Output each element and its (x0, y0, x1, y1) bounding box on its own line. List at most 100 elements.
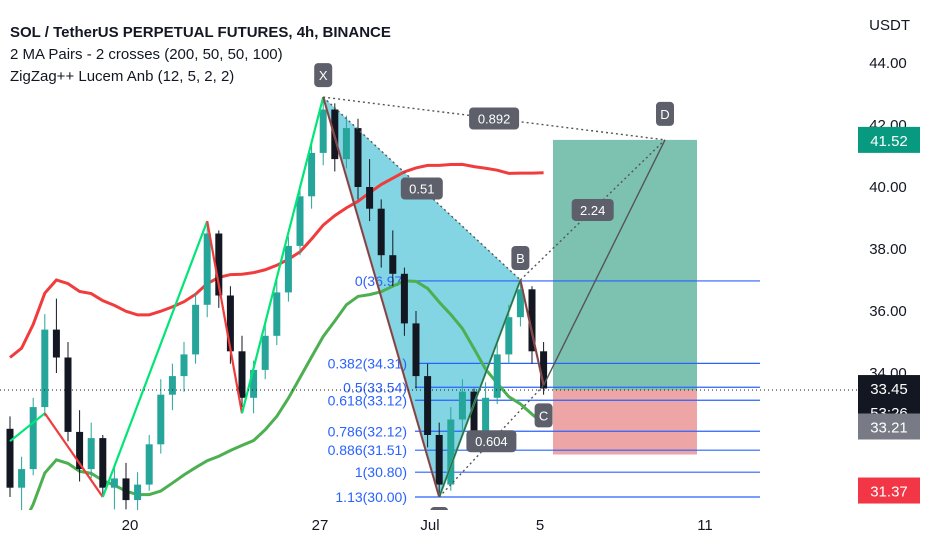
candle-body (377, 208, 385, 256)
candle-body (99, 438, 107, 488)
fib-level-label: 0.5(33.54) (343, 379, 407, 395)
candle-body (319, 109, 327, 153)
symbol-title[interactable]: SOL / TetherUS PERPETUAL FUTURES, 4h, BI… (10, 24, 391, 41)
candle-body (29, 407, 37, 470)
pattern-line-xa (322, 96, 440, 498)
pattern-point-label: C (539, 408, 548, 423)
candle-body (424, 376, 432, 435)
pattern-point-marker (314, 63, 333, 88)
candle-body (134, 484, 142, 501)
time-axis (0, 510, 858, 550)
candle-body (470, 391, 478, 435)
pattern-point-marker (656, 101, 674, 126)
fib-level-label: 0.618(33.12) (328, 392, 407, 408)
candle-body (145, 444, 153, 485)
y-tick-label: 44.00 (869, 55, 907, 72)
candle-body (250, 369, 258, 398)
ratio-label: 0.51 (409, 182, 434, 197)
candle-body (284, 245, 292, 293)
pattern-point-marker (511, 246, 530, 270)
candle-body (273, 292, 281, 336)
candle-body (308, 152, 316, 197)
pattern-line-cd (542, 139, 666, 386)
fib-level-label: 0.886(31.51) (328, 442, 407, 458)
pattern-point-label: B (516, 251, 525, 266)
candle-body (157, 394, 165, 445)
candle-body (366, 187, 374, 209)
candle-body (18, 469, 26, 488)
indicator-ma-pairs[interactable]: 2 MA Pairs - 2 crosses (200, 50, 50, 100… (10, 46, 283, 63)
price-badge (858, 126, 920, 153)
candle-body (215, 233, 223, 296)
candle-body (76, 431, 84, 470)
currency-label[interactable]: USDT (869, 17, 910, 34)
candle-body (238, 351, 246, 398)
candle-body (203, 233, 211, 305)
candle-body (342, 128, 350, 160)
candle-body (447, 419, 455, 485)
zigzag-segment (43, 412, 104, 498)
candle-body (180, 354, 188, 377)
candle-body (354, 128, 362, 187)
candle-body (389, 255, 397, 274)
price-axis (858, 0, 932, 520)
ratio-badge (469, 107, 520, 130)
candle-body (122, 478, 130, 501)
candle-body (412, 323, 420, 377)
candle-body (192, 304, 200, 355)
fib-level-label: 0.382(34.31) (328, 355, 407, 371)
pattern-line-bc (519, 279, 545, 386)
candle-body (261, 335, 269, 370)
x-tick-label: 5 (536, 517, 544, 534)
price-badge-label: 31.37 (870, 484, 908, 501)
ratio-label: 0.892 (478, 111, 511, 126)
candle-body (41, 329, 49, 408)
candle-body (110, 478, 118, 488)
ratio-label: 2.24 (580, 203, 605, 218)
candle-body (87, 438, 95, 470)
y-tick-label: 40.00 (869, 179, 907, 196)
candle-body (493, 354, 501, 398)
candle-body (540, 351, 548, 389)
x-tick-label: 20 (122, 517, 139, 534)
price-badge-label: 41.52 (870, 133, 908, 150)
indicator-zigzag[interactable]: ZigZag++ Lucem Anb (12, 5, 2, 2) (10, 68, 235, 85)
candle-body (505, 317, 513, 355)
candle-body (64, 357, 72, 432)
fib-level-label: 1(30.80) (355, 464, 407, 480)
pattern-point-marker (534, 403, 553, 428)
candle-body (528, 289, 536, 352)
pattern-point-label: D (660, 107, 669, 122)
ma-50-line (9, 279, 545, 539)
candle-body (296, 196, 304, 246)
price-badge (858, 413, 920, 440)
zigzag-segment (9, 412, 46, 443)
zigzag-segment (240, 96, 325, 414)
candle-body (516, 289, 524, 318)
candle-body (400, 273, 408, 324)
ratio-badge (400, 177, 443, 200)
ratio-badge (571, 198, 614, 221)
zigzag-segment (101, 220, 209, 498)
price-badge-label: 33.21 (870, 419, 908, 436)
fib-level-label: 1.13(30.00) (335, 489, 407, 505)
y-tick-label: 36.00 (869, 303, 907, 320)
ratio-badge (466, 430, 517, 453)
fib-level-label: 0(36.97) (355, 273, 407, 289)
candle-body (482, 397, 490, 435)
y-tick-label: 38.00 (869, 241, 907, 258)
price-badge (858, 477, 920, 504)
target-zone (553, 139, 697, 391)
candle-body (458, 391, 466, 420)
x-tick-label: 11 (697, 517, 713, 534)
x-tick-label: Jul (420, 517, 439, 534)
ma-200-line (9, 162, 544, 359)
pattern-point-label: X (319, 68, 328, 83)
x-tick-label: 27 (312, 517, 329, 534)
candle-body (52, 329, 60, 358)
candle-body (168, 376, 176, 395)
fib-level-label: 0.786(32.12) (328, 423, 407, 439)
ratio-label: 0.604 (475, 434, 508, 449)
